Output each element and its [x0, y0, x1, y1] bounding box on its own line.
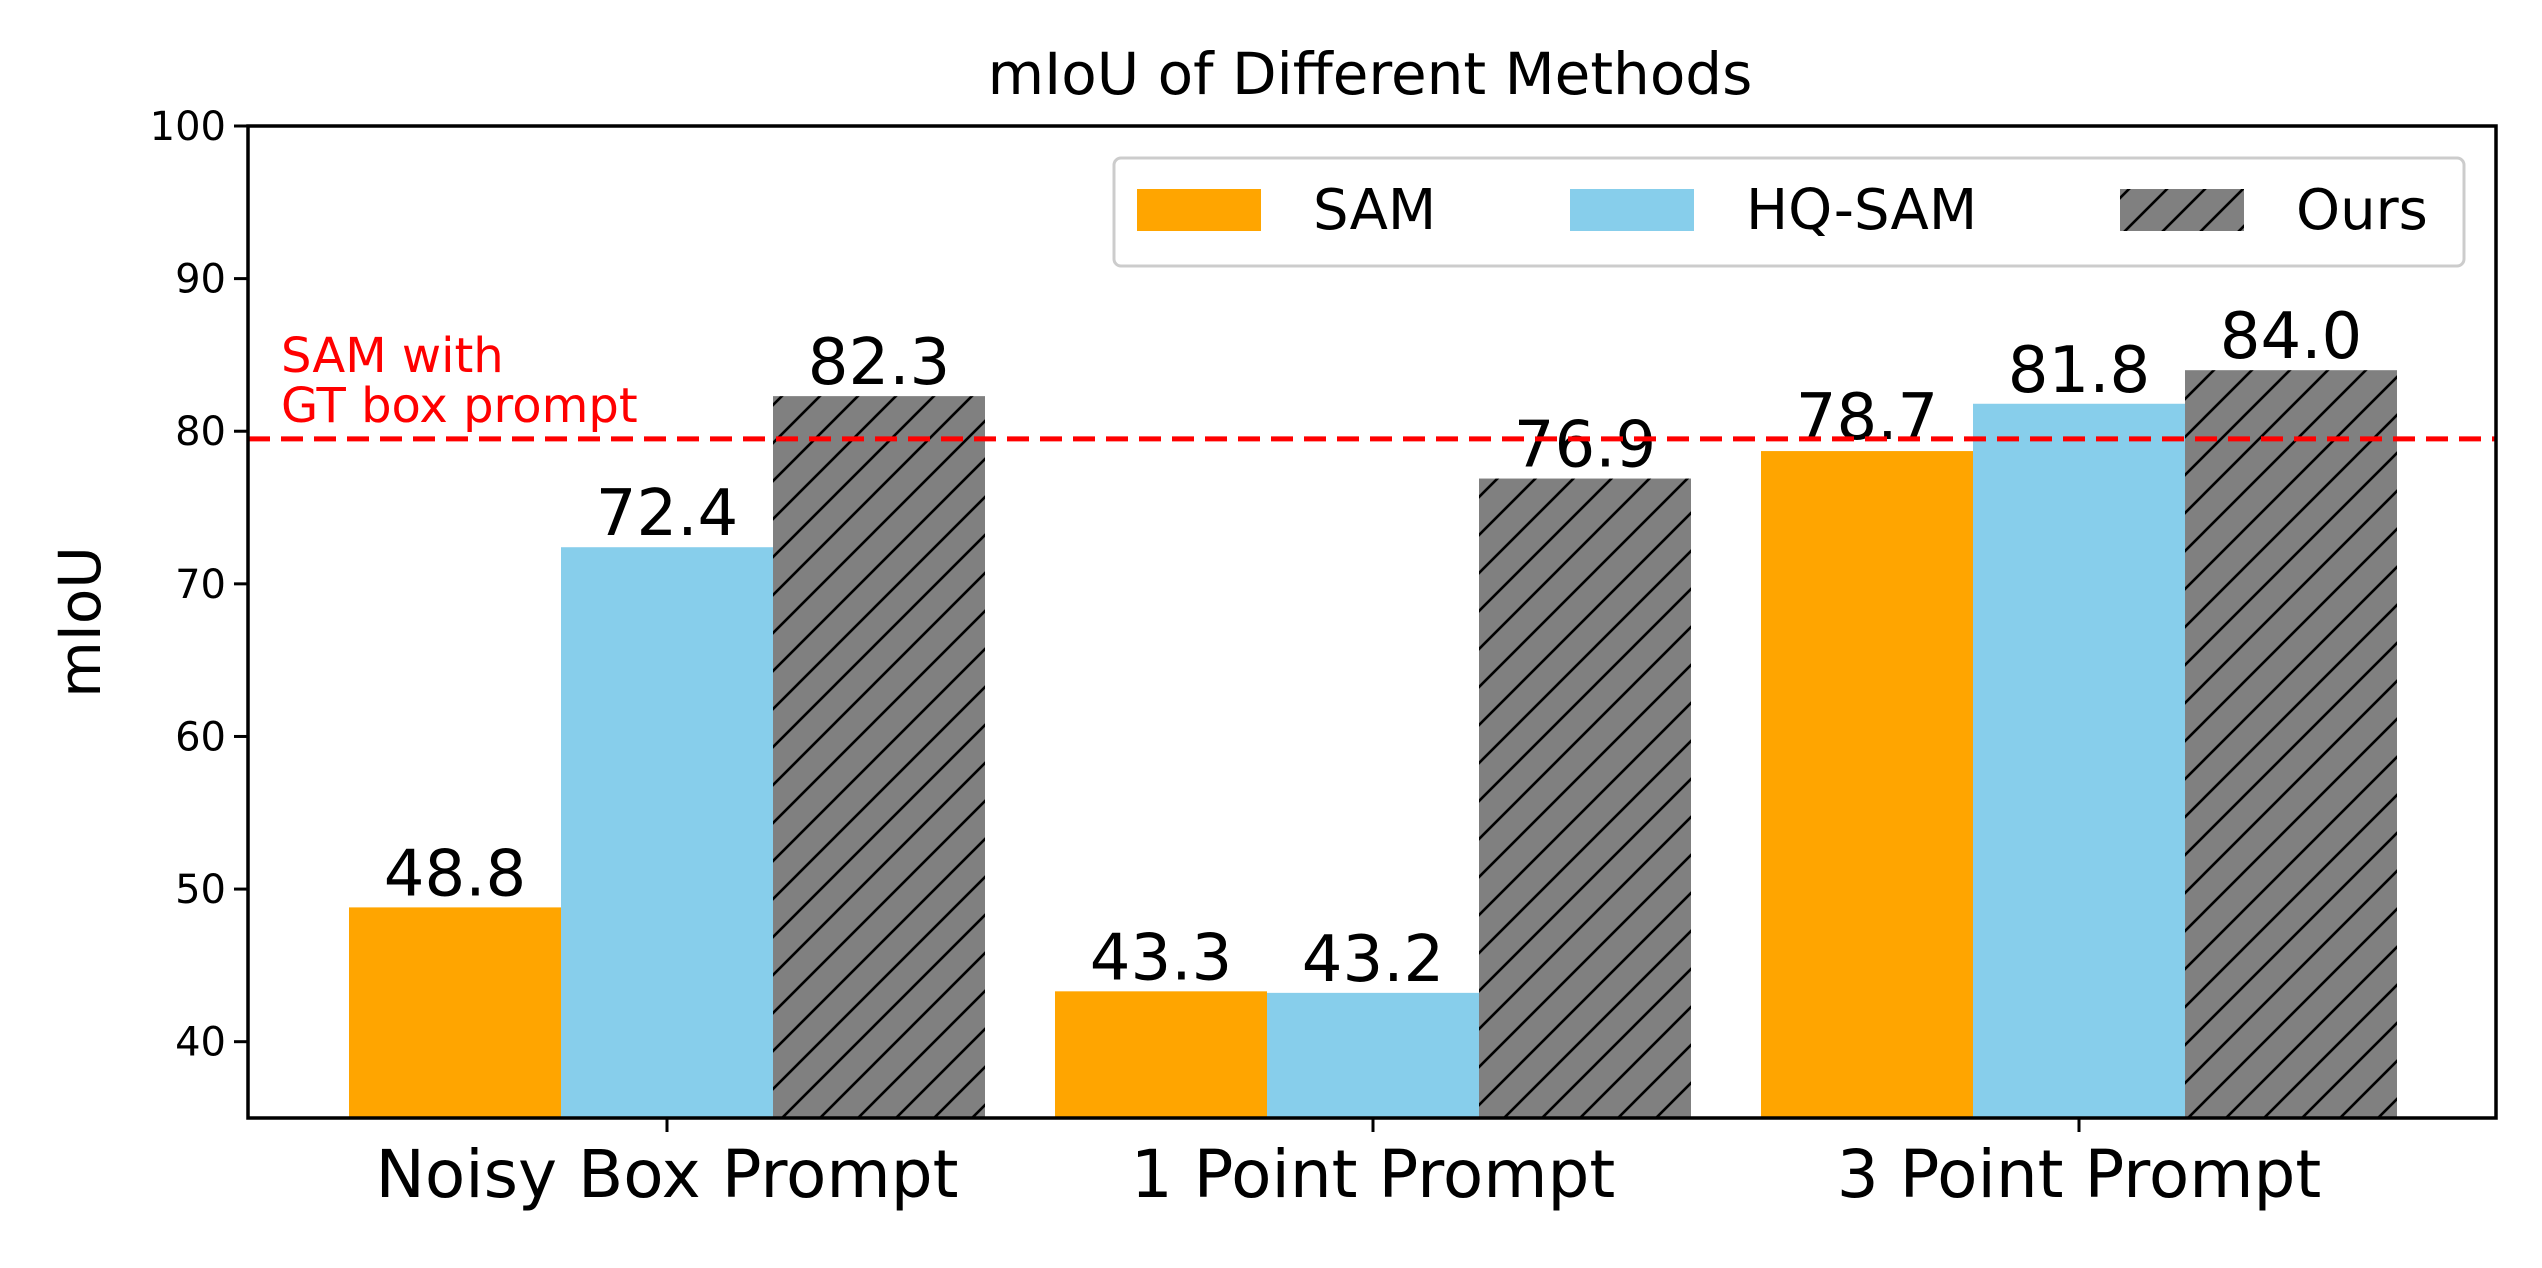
x-tick-label: 1 Point Prompt [1131, 1136, 1616, 1213]
legend-swatch-ours [2120, 189, 2244, 231]
y-tick-label: 40 [175, 1020, 226, 1066]
y-tick-label: 90 [175, 257, 226, 303]
y-tick-label: 50 [175, 867, 226, 913]
legend-label: Ours [2296, 178, 2428, 243]
bar-hq-sam-1 [561, 547, 773, 1118]
data-label: 72.4 [596, 477, 739, 551]
x-tick-label: 3 Point Prompt [1837, 1136, 2322, 1213]
data-label: 48.8 [384, 837, 527, 911]
bar-hq-sam-3 [1973, 403, 2185, 1118]
chart-title: mIoU of Different Methods [988, 40, 1753, 108]
legend-label: SAM [1313, 178, 1436, 243]
y-tick-label: 80 [175, 409, 226, 455]
y-tick-label: 100 [150, 104, 226, 150]
legend-label: HQ-SAM [1746, 178, 1977, 243]
bar-sam-3 [1761, 451, 1973, 1118]
y-axis-label: mIoU [46, 546, 114, 698]
reference-line-label: SAM with GT box prompt [281, 328, 638, 434]
y-tick-label: 60 [175, 714, 226, 760]
legend-box [1112, 156, 2466, 268]
bar-ours-3 [2185, 370, 2397, 1119]
legend-swatch-hq-sam [1570, 189, 1694, 231]
x-tick-label: Noisy Box Prompt [376, 1136, 959, 1213]
bar-ours-1 [773, 396, 985, 1118]
data-label: 81.8 [2008, 334, 2151, 408]
plot-area: 48.8 43.3 78.7 72.4 43.2 81.8 82.3 76.9 84.0 SAM … [150, 104, 2498, 1213]
bar-hq-sam-2 [1267, 992, 1479, 1118]
bar-sam-2 [1055, 991, 1267, 1118]
legend: SAM HQ-SAM Ours [1112, 156, 2466, 268]
bar-ours-2 [1479, 478, 1691, 1119]
bar-sam-1 [349, 907, 561, 1118]
y-tick-label: 70 [175, 562, 226, 608]
data-label: 76.9 [1514, 409, 1657, 483]
legend-swatch-sam [1137, 189, 1261, 231]
data-label: 82.3 [808, 326, 951, 400]
data-label: 43.3 [1090, 921, 1233, 995]
data-label: 78.7 [1796, 381, 1939, 455]
data-label: 84.0 [2220, 300, 2363, 374]
data-label: 43.2 [1302, 923, 1445, 997]
